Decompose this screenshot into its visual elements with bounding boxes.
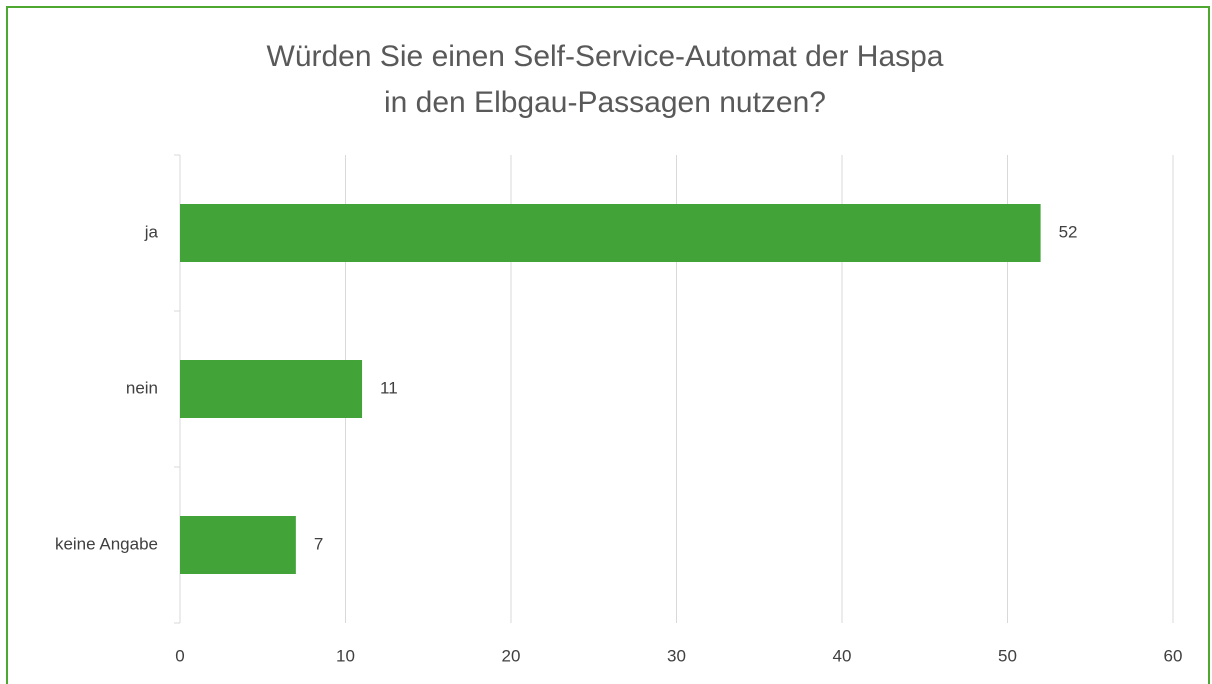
bar bbox=[180, 516, 296, 574]
value-label: 52 bbox=[1059, 222, 1078, 241]
x-tick-label: 60 bbox=[1164, 646, 1183, 665]
bar bbox=[180, 360, 363, 418]
x-tick-label: 20 bbox=[502, 646, 521, 665]
chart-title: Würden Sie einen Self-Service-Automat de… bbox=[266, 40, 944, 119]
value-label: 11 bbox=[380, 378, 398, 397]
bar bbox=[180, 204, 1041, 262]
chart-border bbox=[6, 6, 1210, 684]
y-tick-label: nein bbox=[126, 378, 158, 397]
x-tick-label: 40 bbox=[833, 646, 852, 665]
y-tick-label: ja bbox=[144, 222, 159, 241]
x-tick-label: 10 bbox=[336, 646, 355, 665]
x-tick-label: 30 bbox=[667, 646, 686, 665]
x-tick-label: 0 bbox=[175, 646, 184, 665]
value-label: 7 bbox=[314, 534, 323, 553]
y-tick-label: keine Angabe bbox=[55, 534, 158, 553]
x-tick-label: 50 bbox=[998, 646, 1017, 665]
